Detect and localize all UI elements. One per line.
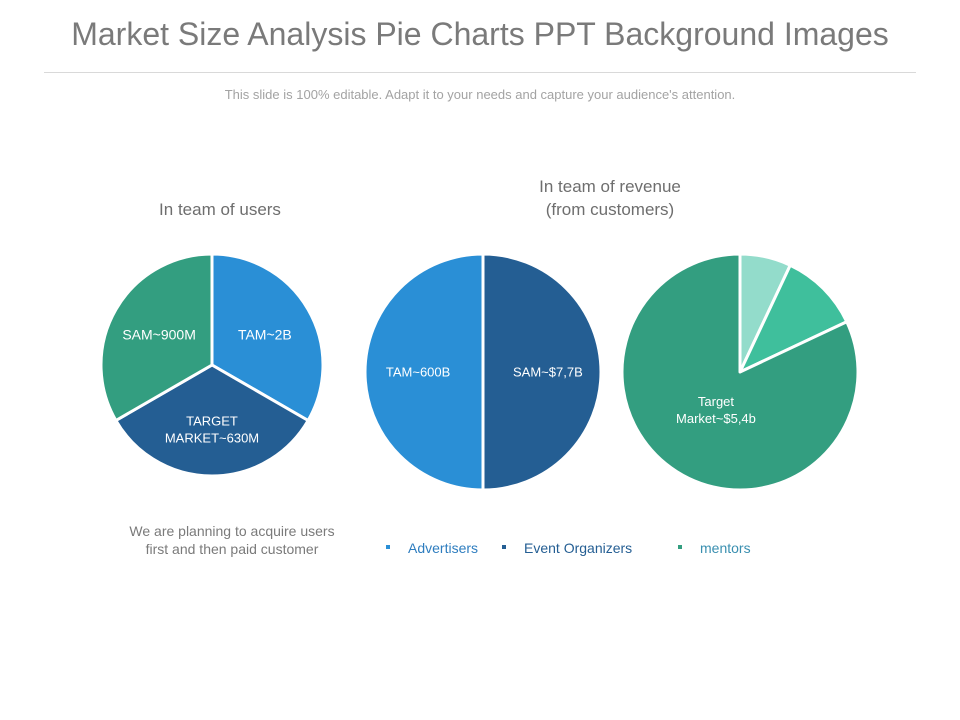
slice-label: SAM~$7,7B: [513, 365, 583, 380]
legend-label: mentors: [700, 540, 751, 556]
legend-swatch: [386, 545, 390, 550]
slice-label: Target Market~$5,4b: [676, 394, 756, 426]
slice-label: TAM~2B: [238, 326, 292, 342]
revenue-title-line1: In team of revenue: [539, 177, 681, 196]
slice-label: TAM~600B: [386, 365, 450, 380]
legend-item-advertisers: Advertisers: [386, 540, 478, 556]
title-divider: [44, 72, 916, 73]
pie-slice: [114, 363, 310, 478]
pie-slice: [738, 263, 849, 374]
legend-label: Event Organizers: [524, 540, 633, 556]
users-chart-title: In team of users: [159, 200, 281, 219]
legend-item-event-organizers: Event Organizers: [502, 540, 632, 556]
slice-label: TARGET MARKET~630M: [165, 413, 259, 445]
pie-slice: [620, 252, 860, 492]
pie-slice: [99, 252, 214, 422]
revenue-chart-title: In team of revenue (from customers): [480, 175, 740, 221]
page-subtitle: This slide is 100% editable. Adapt it to…: [224, 87, 736, 102]
legend-label: Advertisers: [408, 540, 479, 556]
legend-swatch: [502, 545, 506, 550]
pie-slice: [363, 252, 485, 492]
users-note: We are planning to acquire users first a…: [129, 523, 335, 557]
pie-slice: [210, 252, 325, 422]
legend-swatch: [678, 545, 682, 550]
legend-item-mentors: mentors: [678, 540, 751, 556]
pie-slice: [481, 252, 603, 492]
slice-label: SAM~900M: [122, 326, 196, 342]
page-title: Market Size Analysis Pie Charts PPT Back…: [71, 16, 889, 52]
revenue-title-line2: (from customers): [545, 200, 675, 219]
